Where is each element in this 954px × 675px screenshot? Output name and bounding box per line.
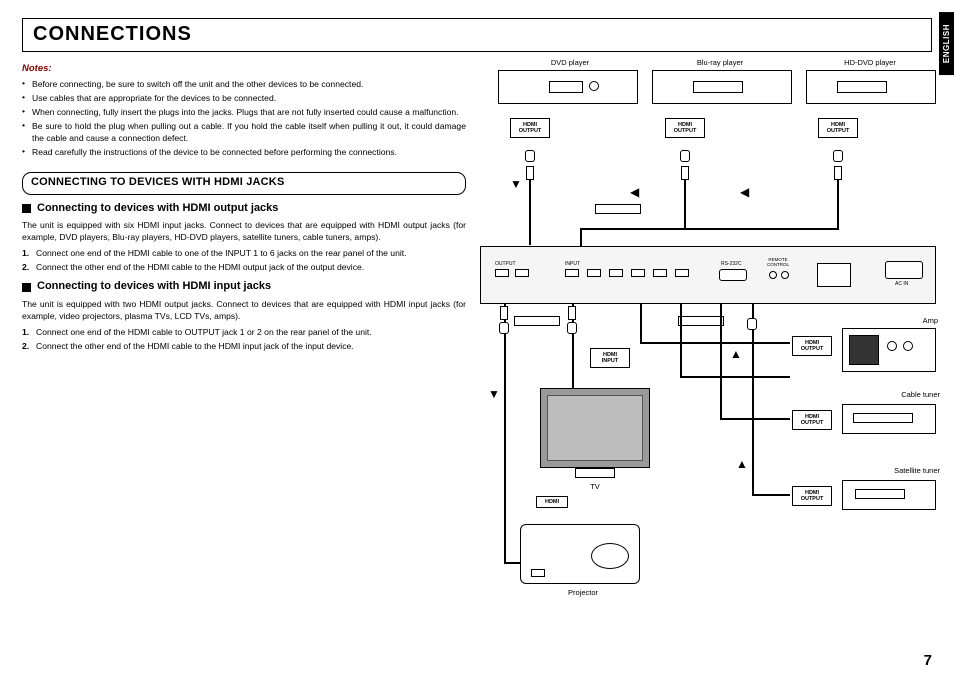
- plug-icon: [500, 306, 508, 320]
- output-label: OUTPUT: [495, 261, 516, 267]
- section-heading-bar: CONNECTING TO DEVICES WITH HDMI JACKS: [22, 172, 466, 194]
- plug-icon: [681, 166, 689, 180]
- ac-in-label: AC IN: [895, 281, 908, 287]
- device-dvd-player: [498, 70, 638, 104]
- step-item: Connect one end of the HDMI cable to OUT…: [22, 326, 466, 338]
- note-item: Before connecting, be sure to switch off…: [22, 78, 466, 90]
- note-item: When connecting, fully insert the plugs …: [22, 106, 466, 118]
- connection-diagram: DVD player HDMI OUTPUT Blu-ray player HD…: [480, 58, 932, 658]
- arrow-left-icon: ◀: [740, 186, 749, 198]
- text-column: Notes: Before connecting, be sure to swi…: [22, 58, 466, 658]
- arrow-up-icon: ▲: [736, 458, 748, 470]
- steps-list: Connect one end of the HDMI cable to OUT…: [22, 326, 466, 352]
- plug-icon: [526, 166, 534, 180]
- notes-list: Before connecting, be sure to switch off…: [22, 78, 466, 158]
- bullet-square-icon: [22, 204, 31, 213]
- ferrite-icon: [525, 150, 535, 162]
- device-satellite-tuner: [842, 480, 936, 510]
- hdmi-label-box: HDMI OUTPUT: [792, 410, 832, 430]
- hdmi-label-box: HDMI OUTPUT: [818, 118, 858, 138]
- title-box: CONNECTIONS: [22, 18, 932, 52]
- language-tab: ENGLISH: [939, 12, 954, 75]
- device-label: Cable tuner: [860, 390, 940, 399]
- paragraph: The unit is equipped with six HDMI input…: [22, 219, 466, 243]
- arrow-left-icon: ◀: [630, 186, 639, 198]
- step-item: Connect the other end of the HDMI cable …: [22, 340, 466, 352]
- step-item: Connect the other end of the HDMI cable …: [22, 261, 466, 273]
- arrow-down-icon: ▼: [510, 178, 522, 190]
- device-label: TV: [580, 482, 610, 491]
- ferrite-icon: [567, 322, 577, 334]
- subsection-heading: Connecting to devices with HDMI output j…: [22, 201, 466, 216]
- ferrite-icon: [833, 150, 843, 162]
- subsection-title: Connecting to devices with HDMI input ja…: [37, 279, 271, 294]
- ferrite-icon: [680, 150, 690, 162]
- device-label: Satellite tuner: [850, 466, 940, 475]
- notes-heading: Notes:: [22, 62, 466, 75]
- device-hddvd-player: [806, 70, 936, 104]
- cable-joint-icon: [514, 316, 560, 326]
- device-label: Blu-ray player: [670, 58, 770, 67]
- hdmi-label-box: HDMI OUTPUT: [510, 118, 550, 138]
- device-cable-tuner: [842, 404, 936, 434]
- device-bluray-player: [652, 70, 792, 104]
- device-tv: [540, 388, 650, 468]
- hdmi-label-box: HDMI OUTPUT: [792, 486, 832, 506]
- page-title: CONNECTIONS: [33, 23, 921, 46]
- steps-list: Connect one end of the HDMI cable to one…: [22, 247, 466, 273]
- device-projector: [520, 524, 640, 584]
- input-label: INPUT: [565, 261, 580, 267]
- note-item: Use cables that are appropriate for the …: [22, 92, 466, 104]
- ferrite-icon: [499, 322, 509, 334]
- hdmi-label-box: HDMI OUTPUT: [665, 118, 705, 138]
- device-label: Amp: [878, 316, 938, 325]
- rs232c-label: RS-232C: [721, 261, 742, 267]
- bullet-square-icon: [22, 283, 31, 292]
- paragraph: The unit is equipped with two HDMI outpu…: [22, 298, 466, 322]
- main-unit-rear-panel: OUTPUT INPUT RS-232C REMOTE CONTROL AC I…: [480, 246, 936, 304]
- subsection-title: Connecting to devices with HDMI output j…: [37, 201, 278, 216]
- step-item: Connect one end of the HDMI cable to one…: [22, 247, 466, 259]
- section-heading: CONNECTING TO DEVICES WITH HDMI JACKS: [31, 175, 457, 190]
- device-label: Projector: [558, 588, 608, 597]
- page-number: 7: [924, 652, 932, 669]
- cable-joint-icon: [678, 316, 724, 326]
- note-item: Be sure to hold the plug when pulling ou…: [22, 120, 466, 144]
- note-item: Read carefully the instructions of the d…: [22, 146, 466, 158]
- device-label: DVD player: [520, 58, 620, 67]
- device-label: HD-DVD player: [820, 58, 920, 67]
- plug-icon: [834, 166, 842, 180]
- ferrite-icon: [747, 318, 757, 330]
- hdmi-tag: HDMI: [536, 496, 568, 508]
- remote-label: REMOTE CONTROL: [761, 257, 795, 267]
- subsection-heading: Connecting to devices with HDMI input ja…: [22, 279, 466, 294]
- hdmi-label-box: HDMI INPUT: [590, 348, 630, 368]
- device-amp: [842, 328, 936, 372]
- plug-icon: [568, 306, 576, 320]
- arrow-down-icon: ▼: [488, 388, 500, 400]
- arrow-up-icon: ▲: [730, 348, 742, 360]
- hdmi-label-box: HDMI OUTPUT: [792, 336, 832, 356]
- cable-joint-icon: [595, 204, 641, 214]
